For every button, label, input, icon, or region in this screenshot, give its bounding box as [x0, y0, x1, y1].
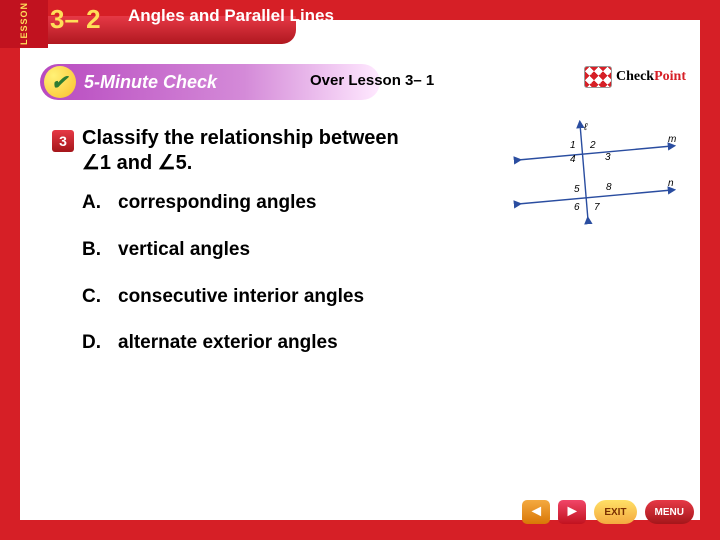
question-post: .: [187, 152, 193, 174]
checkpoint-suffix: Point: [654, 69, 686, 84]
angle-label-8: 8: [606, 182, 612, 193]
choice-c-letter: C.: [82, 286, 104, 309]
angle-label-1: 1: [570, 140, 576, 151]
angle-1: ∠1: [82, 152, 111, 174]
angle-label-2: 2: [589, 140, 596, 151]
checkmark-icon: ✔: [51, 70, 68, 95]
angle-diagram: ℓ m n 1 2 3 4 5 8 6 7: [510, 120, 680, 230]
question-pre: Classify the relationship between: [82, 127, 399, 149]
menu-button[interactable]: MENU: [645, 500, 694, 524]
lesson-tab: LESSON: [0, 0, 48, 48]
checkpoint-prefix: Check: [616, 69, 654, 84]
angle-label-4: 4: [570, 154, 576, 165]
choice-c[interactable]: C. consecutive interior angles: [82, 286, 392, 309]
choice-d-text: alternate exterior angles: [118, 332, 338, 355]
flag-icon: [584, 66, 612, 88]
choice-d[interactable]: D. alternate exterior angles: [82, 332, 392, 355]
label-ell: ℓ: [583, 122, 588, 133]
choice-d-letter: D.: [82, 332, 104, 355]
exit-button[interactable]: EXIT: [594, 500, 636, 524]
choice-a[interactable]: A. corresponding angles: [82, 192, 392, 215]
choice-c-text: consecutive interior angles: [118, 286, 364, 309]
footer-nav: ◄ ► EXIT MENU: [522, 500, 694, 524]
over-lesson-label: Over Lesson 3– 1: [310, 72, 434, 89]
choice-b-letter: B.: [82, 239, 104, 262]
checkpoint-text: CheckPoint: [616, 69, 686, 85]
angle-label-5: 5: [574, 184, 580, 195]
next-button[interactable]: ►: [558, 500, 586, 524]
lesson-title: Angles and Parallel Lines: [128, 6, 334, 26]
next-icon: ►: [564, 503, 580, 521]
angle-5: ∠5: [158, 152, 187, 174]
angle-label-3: 3: [605, 152, 611, 163]
choice-b[interactable]: B. vertical angles: [82, 239, 392, 262]
choice-a-text: corresponding angles: [118, 192, 316, 215]
choice-b-text: vertical angles: [118, 239, 250, 262]
prev-button[interactable]: ◄: [522, 500, 550, 524]
label-n: n: [668, 178, 674, 189]
prev-icon: ◄: [528, 503, 544, 521]
checkpoint-badge: CheckPoint: [584, 66, 686, 88]
choices-list: A. corresponding angles B. vertical angl…: [82, 192, 392, 355]
angle-label-7: 7: [594, 202, 600, 213]
question-number-badge: 3: [52, 130, 74, 152]
lesson-tab-label: LESSON: [19, 2, 29, 45]
five-minute-check-label: 5-Minute Check: [84, 72, 217, 93]
angle-label-6: 6: [574, 202, 580, 213]
choice-a-letter: A.: [82, 192, 104, 215]
lesson-number: 3– 2: [50, 4, 101, 35]
question-mid: and: [111, 152, 158, 174]
label-m: m: [668, 134, 676, 145]
question-text: Classify the relationship between ∠1 and…: [82, 126, 402, 176]
